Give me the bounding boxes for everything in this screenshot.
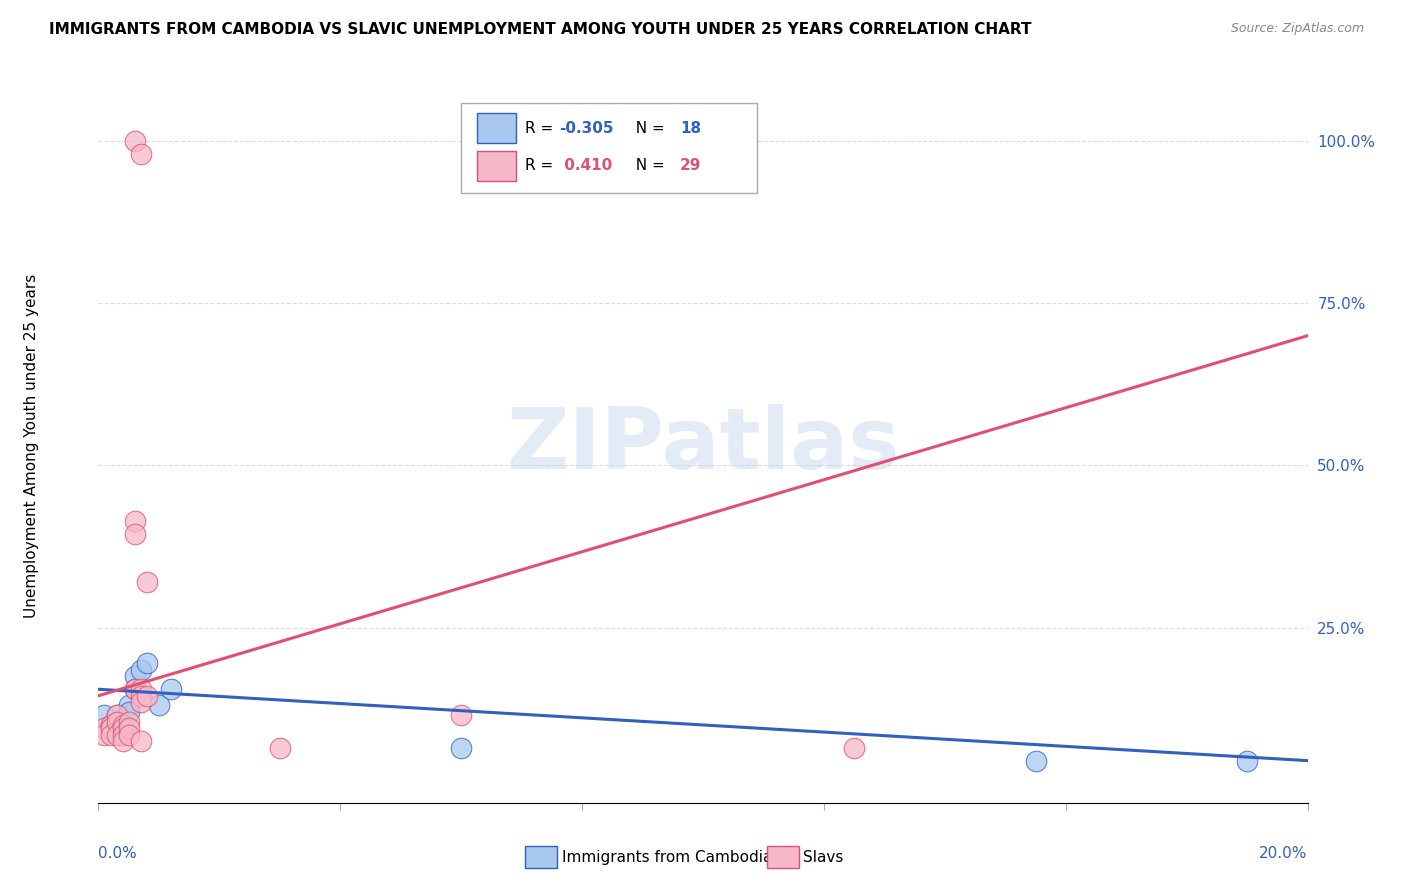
FancyBboxPatch shape bbox=[461, 103, 758, 193]
Point bbox=[124, 514, 146, 528]
Point bbox=[129, 663, 152, 677]
Text: N =: N = bbox=[626, 158, 669, 173]
Point bbox=[118, 728, 141, 742]
FancyBboxPatch shape bbox=[526, 846, 557, 869]
Point bbox=[118, 721, 141, 735]
Point bbox=[118, 705, 141, 719]
Point bbox=[124, 134, 146, 148]
Point bbox=[148, 698, 170, 713]
Point bbox=[105, 714, 128, 729]
Text: -0.305: -0.305 bbox=[560, 121, 613, 136]
FancyBboxPatch shape bbox=[477, 113, 516, 144]
Text: 0.0%: 0.0% bbox=[98, 846, 138, 861]
Point bbox=[111, 721, 134, 735]
FancyBboxPatch shape bbox=[477, 151, 516, 180]
Point bbox=[118, 714, 141, 729]
Point bbox=[135, 657, 157, 671]
Point bbox=[124, 682, 146, 697]
Point bbox=[129, 689, 152, 703]
Point bbox=[160, 682, 183, 697]
Point bbox=[1236, 754, 1258, 768]
Point bbox=[100, 718, 122, 732]
Text: R =: R = bbox=[526, 158, 558, 173]
Point bbox=[124, 682, 146, 697]
Text: N =: N = bbox=[626, 121, 669, 136]
Point bbox=[135, 575, 157, 590]
Text: Source: ZipAtlas.com: Source: ZipAtlas.com bbox=[1230, 22, 1364, 36]
Point bbox=[105, 708, 128, 723]
Text: Immigrants from Cambodia: Immigrants from Cambodia bbox=[561, 849, 772, 864]
Point bbox=[93, 728, 115, 742]
FancyBboxPatch shape bbox=[768, 846, 799, 869]
Point bbox=[135, 689, 157, 703]
Point bbox=[100, 724, 122, 739]
Text: 29: 29 bbox=[681, 158, 702, 173]
Point bbox=[129, 147, 152, 161]
Text: R =: R = bbox=[526, 121, 558, 136]
Point bbox=[844, 740, 866, 755]
Point bbox=[1024, 754, 1046, 768]
Text: IMMIGRANTS FROM CAMBODIA VS SLAVIC UNEMPLOYMENT AMONG YOUTH UNDER 25 YEARS CORRE: IMMIGRANTS FROM CAMBODIA VS SLAVIC UNEMP… bbox=[49, 22, 1032, 37]
Point bbox=[105, 714, 128, 729]
Text: Slavs: Slavs bbox=[803, 849, 844, 864]
Point bbox=[129, 734, 152, 748]
Point bbox=[93, 708, 115, 723]
Point bbox=[111, 734, 134, 748]
Point bbox=[100, 721, 122, 735]
Text: 0.410: 0.410 bbox=[560, 158, 613, 173]
Point bbox=[269, 740, 291, 755]
Point bbox=[450, 708, 472, 723]
Point bbox=[118, 698, 141, 713]
Text: 20.0%: 20.0% bbox=[1260, 846, 1308, 861]
Point bbox=[105, 708, 128, 723]
Point bbox=[105, 728, 128, 742]
Point bbox=[111, 728, 134, 742]
Point bbox=[129, 695, 152, 709]
Text: 18: 18 bbox=[681, 121, 702, 136]
Text: ZIPatlas: ZIPatlas bbox=[506, 404, 900, 488]
Point bbox=[124, 669, 146, 683]
Point bbox=[100, 718, 122, 732]
Point bbox=[450, 740, 472, 755]
Text: Unemployment Among Youth under 25 years: Unemployment Among Youth under 25 years bbox=[24, 274, 39, 618]
Point bbox=[111, 718, 134, 732]
Point bbox=[111, 718, 134, 732]
Point bbox=[100, 728, 122, 742]
Point bbox=[129, 682, 152, 697]
Point bbox=[124, 526, 146, 541]
Point bbox=[111, 724, 134, 739]
Point bbox=[93, 721, 115, 735]
